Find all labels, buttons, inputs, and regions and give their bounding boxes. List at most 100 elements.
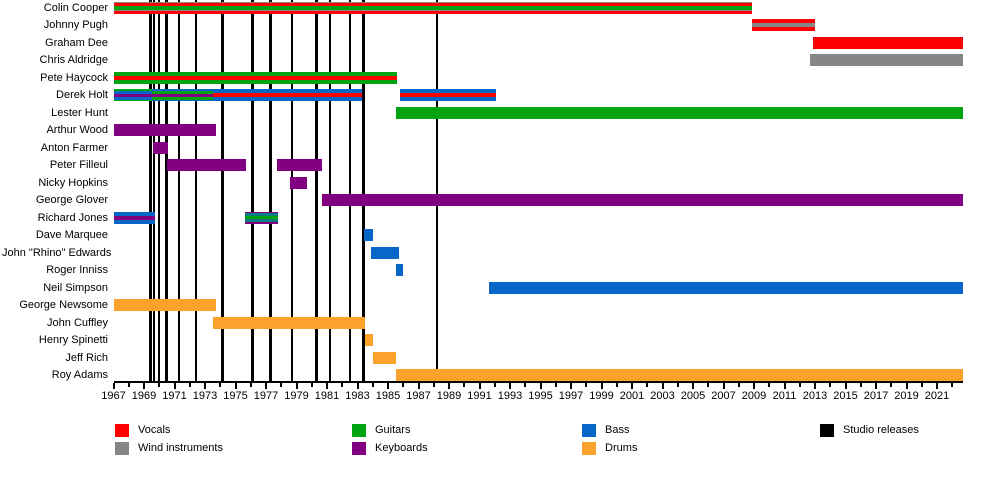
x-axis-tick (798, 383, 801, 387)
x-axis-tick-label: 1995 (528, 390, 553, 402)
x-axis-tick-label: 1987 (406, 390, 431, 402)
role-stripe-purple (113, 215, 155, 220)
x-axis-tick-label: 2015 (833, 390, 858, 402)
x-axis-tick-label: 2011 (772, 390, 797, 402)
role-stripe-green (113, 89, 152, 91)
x-axis-tick-label: 2013 (802, 390, 828, 402)
member-name: Neil Simpson (43, 281, 108, 294)
x-axis-tick-label: 1969 (131, 390, 157, 402)
studio-release-line (435, 0, 439, 381)
studio-release-line (269, 0, 272, 381)
role-stripe-teal (244, 213, 279, 216)
x-axis-tick (585, 383, 588, 387)
x-axis-tick (234, 383, 237, 389)
legend-swatch-purple (352, 441, 366, 455)
x-axis-tick-label: 1999 (589, 390, 614, 402)
x-axis-tick (524, 383, 527, 387)
x-axis-tick (859, 383, 862, 387)
x-axis-tick (432, 383, 435, 387)
member-name: Pete Haycock (40, 71, 108, 84)
x-axis-tick (737, 383, 740, 387)
member-name: Colin Cooper (43, 1, 108, 14)
x-axis-tick (326, 383, 328, 389)
x-axis-tick (951, 383, 954, 387)
legend-item-label: Wind instruments (138, 441, 223, 454)
x-axis-tick (890, 383, 893, 387)
legend-swatch-gray (115, 441, 129, 455)
legend-item-studio-releases: Studio releases (820, 423, 919, 437)
x-axis-tick (570, 383, 572, 389)
x-axis-tick (554, 383, 557, 387)
role-stripe-blue (395, 264, 404, 276)
x-axis-tick (249, 383, 252, 387)
member-name: Roger Inniss (46, 264, 108, 276)
member-bar (212, 316, 366, 329)
legend-swatch-green (352, 423, 366, 437)
x-axis-tick (600, 383, 603, 389)
x-axis-tick-label: 1993 (497, 390, 523, 402)
studio-release-line (290, 0, 294, 381)
x-axis-tick (112, 383, 115, 389)
role-stripe-blue (400, 97, 497, 101)
x-axis-tick-label: 1967 (101, 390, 126, 402)
x-axis-tick (356, 383, 359, 389)
role-stripe-blue (371, 246, 399, 259)
member-name: Peter Filleul (49, 159, 108, 171)
x-axis-tick (722, 383, 725, 389)
x-axis-tick (127, 383, 130, 387)
role-stripe-purple (322, 194, 963, 206)
x-axis-tick (158, 383, 161, 387)
x-axis-tick (417, 383, 420, 389)
member-bar (276, 159, 323, 171)
legend-swatch-black (820, 423, 834, 437)
member-bar (400, 89, 497, 101)
x-axis-line (113, 381, 963, 383)
x-axis-tick (173, 383, 176, 389)
role-stripe-blue (363, 229, 373, 241)
x-axis-tick (646, 383, 649, 387)
studio-release-line (221, 0, 224, 381)
x-axis-tick (875, 383, 877, 389)
x-axis-tick (661, 383, 664, 389)
member-bar (752, 19, 815, 31)
studio-release-line (177, 0, 181, 381)
role-stripe-green (244, 216, 279, 219)
member-name: Chris Aldridge (39, 54, 108, 66)
x-axis-tick (219, 383, 222, 387)
member-bar (151, 89, 213, 101)
member-bar (488, 281, 963, 294)
role-stripe-red (212, 93, 363, 97)
role-stripe-purple (113, 124, 216, 136)
x-axis-tick-label: 2001 (619, 390, 645, 402)
studio-release-line (165, 0, 168, 381)
x-axis-tick (448, 383, 450, 389)
x-axis-tick-label: 1983 (345, 390, 370, 402)
member-bar (365, 334, 373, 346)
member-bar (113, 1, 753, 14)
studio-release-line (328, 0, 332, 381)
member-bar (371, 246, 399, 259)
x-axis-tick (143, 383, 145, 389)
x-axis-tick-label: 1971 (162, 390, 187, 402)
member-name: Roy Adams (51, 369, 108, 381)
role-stripe-red (752, 27, 815, 31)
member-name: Richard Jones (37, 211, 108, 224)
x-axis-tick (753, 383, 755, 389)
role-stripe-orange (212, 316, 366, 329)
role-stripe-orange (113, 299, 216, 311)
x-axis-tick-label: 1989 (436, 390, 462, 402)
studio-release-line (315, 0, 318, 381)
x-axis-tick (509, 383, 511, 389)
x-axis-tick (905, 383, 908, 389)
role-stripe-blue (212, 97, 363, 101)
x-axis-tick (539, 383, 542, 389)
role-stripe-red (113, 75, 398, 80)
x-axis-tick (692, 383, 694, 389)
role-stripe-green (113, 5, 753, 10)
x-axis-tick (493, 383, 496, 387)
member-name: Jeff Rich (65, 351, 108, 364)
member-bar (244, 211, 279, 224)
role-stripe-red (113, 2, 753, 6)
x-axis-tick-label: 1975 (223, 390, 248, 402)
